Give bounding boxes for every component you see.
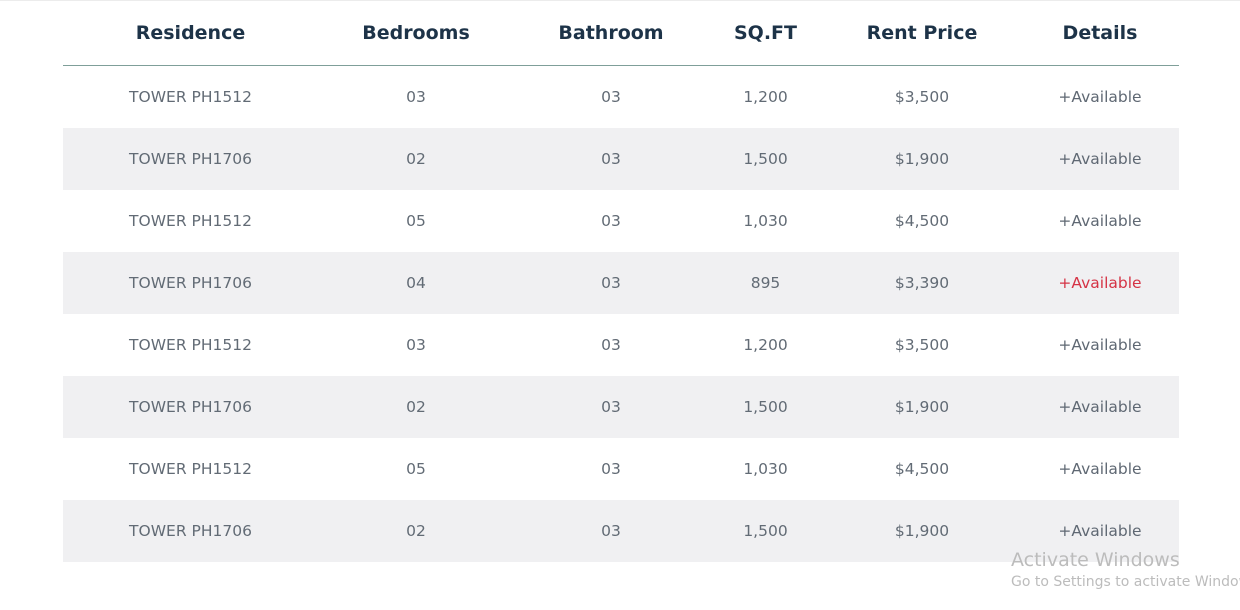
cell-rent-price: $4,500 (894, 460, 950, 478)
cell-sqft: 895 (750, 274, 781, 292)
cell-rent-price: $3,500 (894, 336, 950, 354)
cell-residence: TOWER PH1512 (129, 88, 252, 106)
header-rent-price: Rent Price (866, 21, 978, 44)
cell-residence: TOWER PH1706 (129, 522, 252, 540)
table-row: TOWER PH1706 04 03 895 $3,390 +Available (63, 252, 1179, 314)
table-row: TOWER PH1512 03 03 1,200 $3,500 +Availab… (63, 66, 1179, 128)
table-row: TOWER PH1512 05 03 1,030 $4,500 +Availab… (63, 190, 1179, 252)
details-available-link[interactable]: +Available (1058, 460, 1142, 478)
cell-bathroom: 03 (601, 522, 621, 540)
details-available-link[interactable]: +Available (1058, 88, 1142, 106)
header-details: Details (1062, 21, 1138, 44)
details-available-link[interactable]: +Available (1058, 212, 1142, 230)
cell-residence: TOWER PH1512 (129, 460, 252, 478)
cell-bathroom: 03 (601, 274, 621, 292)
table-row: TOWER PH1706 02 03 1,500 $1,900 +Availab… (63, 500, 1179, 562)
details-available-link[interactable]: +Available (1058, 522, 1142, 540)
cell-bedrooms: 03 (406, 336, 426, 354)
watermark-subtitle: Go to Settings to activate Windows. (1011, 574, 1240, 590)
cell-residence: TOWER PH1706 (129, 398, 252, 416)
details-available-link[interactable]: +Available (1058, 150, 1142, 168)
cell-sqft: 1,500 (743, 398, 788, 416)
cell-bedrooms: 04 (406, 274, 426, 292)
cell-bathroom: 03 (601, 212, 621, 230)
table-row: TOWER PH1706 02 03 1,500 $1,900 +Availab… (63, 128, 1179, 190)
cell-bedrooms: 05 (406, 212, 426, 230)
activate-windows-watermark: Activate Windows Go to Settings to activ… (1011, 548, 1240, 592)
table-row: TOWER PH1512 03 03 1,200 $3,500 +Availab… (63, 314, 1179, 376)
cell-bathroom: 03 (601, 398, 621, 416)
cell-rent-price: $1,900 (894, 150, 950, 168)
cell-residence: TOWER PH1512 (129, 336, 252, 354)
header-bedrooms: Bedrooms (362, 21, 470, 44)
header-bathroom: Bathroom (558, 21, 664, 44)
cell-bathroom: 03 (601, 336, 621, 354)
table-row: TOWER PH1512 05 03 1,030 $4,500 +Availab… (63, 438, 1179, 500)
cell-rent-price: $1,900 (894, 398, 950, 416)
cell-rent-price: $3,500 (894, 88, 950, 106)
cell-bedrooms: 02 (406, 150, 426, 168)
cell-bathroom: 03 (601, 460, 621, 478)
cell-residence: TOWER PH1706 (129, 274, 252, 292)
cell-residence: TOWER PH1706 (129, 150, 252, 168)
cell-bedrooms: 02 (406, 522, 426, 540)
cell-bathroom: 03 (601, 88, 621, 106)
cell-sqft: 1,200 (743, 88, 788, 106)
cell-bedrooms: 02 (406, 398, 426, 416)
cell-bedrooms: 03 (406, 88, 426, 106)
cell-rent-price: $4,500 (894, 212, 950, 230)
cell-sqft: 1,030 (743, 460, 788, 478)
cell-sqft: 1,030 (743, 212, 788, 230)
top-divider (0, 0, 1240, 1)
cell-rent-price: $1,900 (894, 522, 950, 540)
cell-rent-price: $3,390 (894, 274, 950, 292)
details-available-link[interactable]: +Available (1058, 398, 1142, 416)
table-body: TOWER PH1512 03 03 1,200 $3,500 +Availab… (63, 66, 1179, 562)
cell-residence: TOWER PH1512 (129, 212, 252, 230)
cell-sqft: 1,500 (743, 150, 788, 168)
cell-bedrooms: 05 (406, 460, 426, 478)
details-available-link-hovered[interactable]: +Available (1058, 274, 1142, 292)
watermark-title: Activate Windows (1011, 549, 1180, 571)
cell-sqft: 1,500 (743, 522, 788, 540)
details-available-link[interactable]: +Available (1058, 336, 1142, 354)
cell-sqft: 1,200 (743, 336, 788, 354)
header-sqft: SQ.FT (734, 21, 797, 44)
table-row: TOWER PH1706 02 03 1,500 $1,900 +Availab… (63, 376, 1179, 438)
header-residence: Residence (135, 21, 246, 44)
cell-bathroom: 03 (601, 150, 621, 168)
rental-listings-table: Residence Bedrooms Bathroom SQ.FT Rent P… (63, 0, 1179, 562)
table-header: Residence Bedrooms Bathroom SQ.FT Rent P… (63, 0, 1179, 66)
